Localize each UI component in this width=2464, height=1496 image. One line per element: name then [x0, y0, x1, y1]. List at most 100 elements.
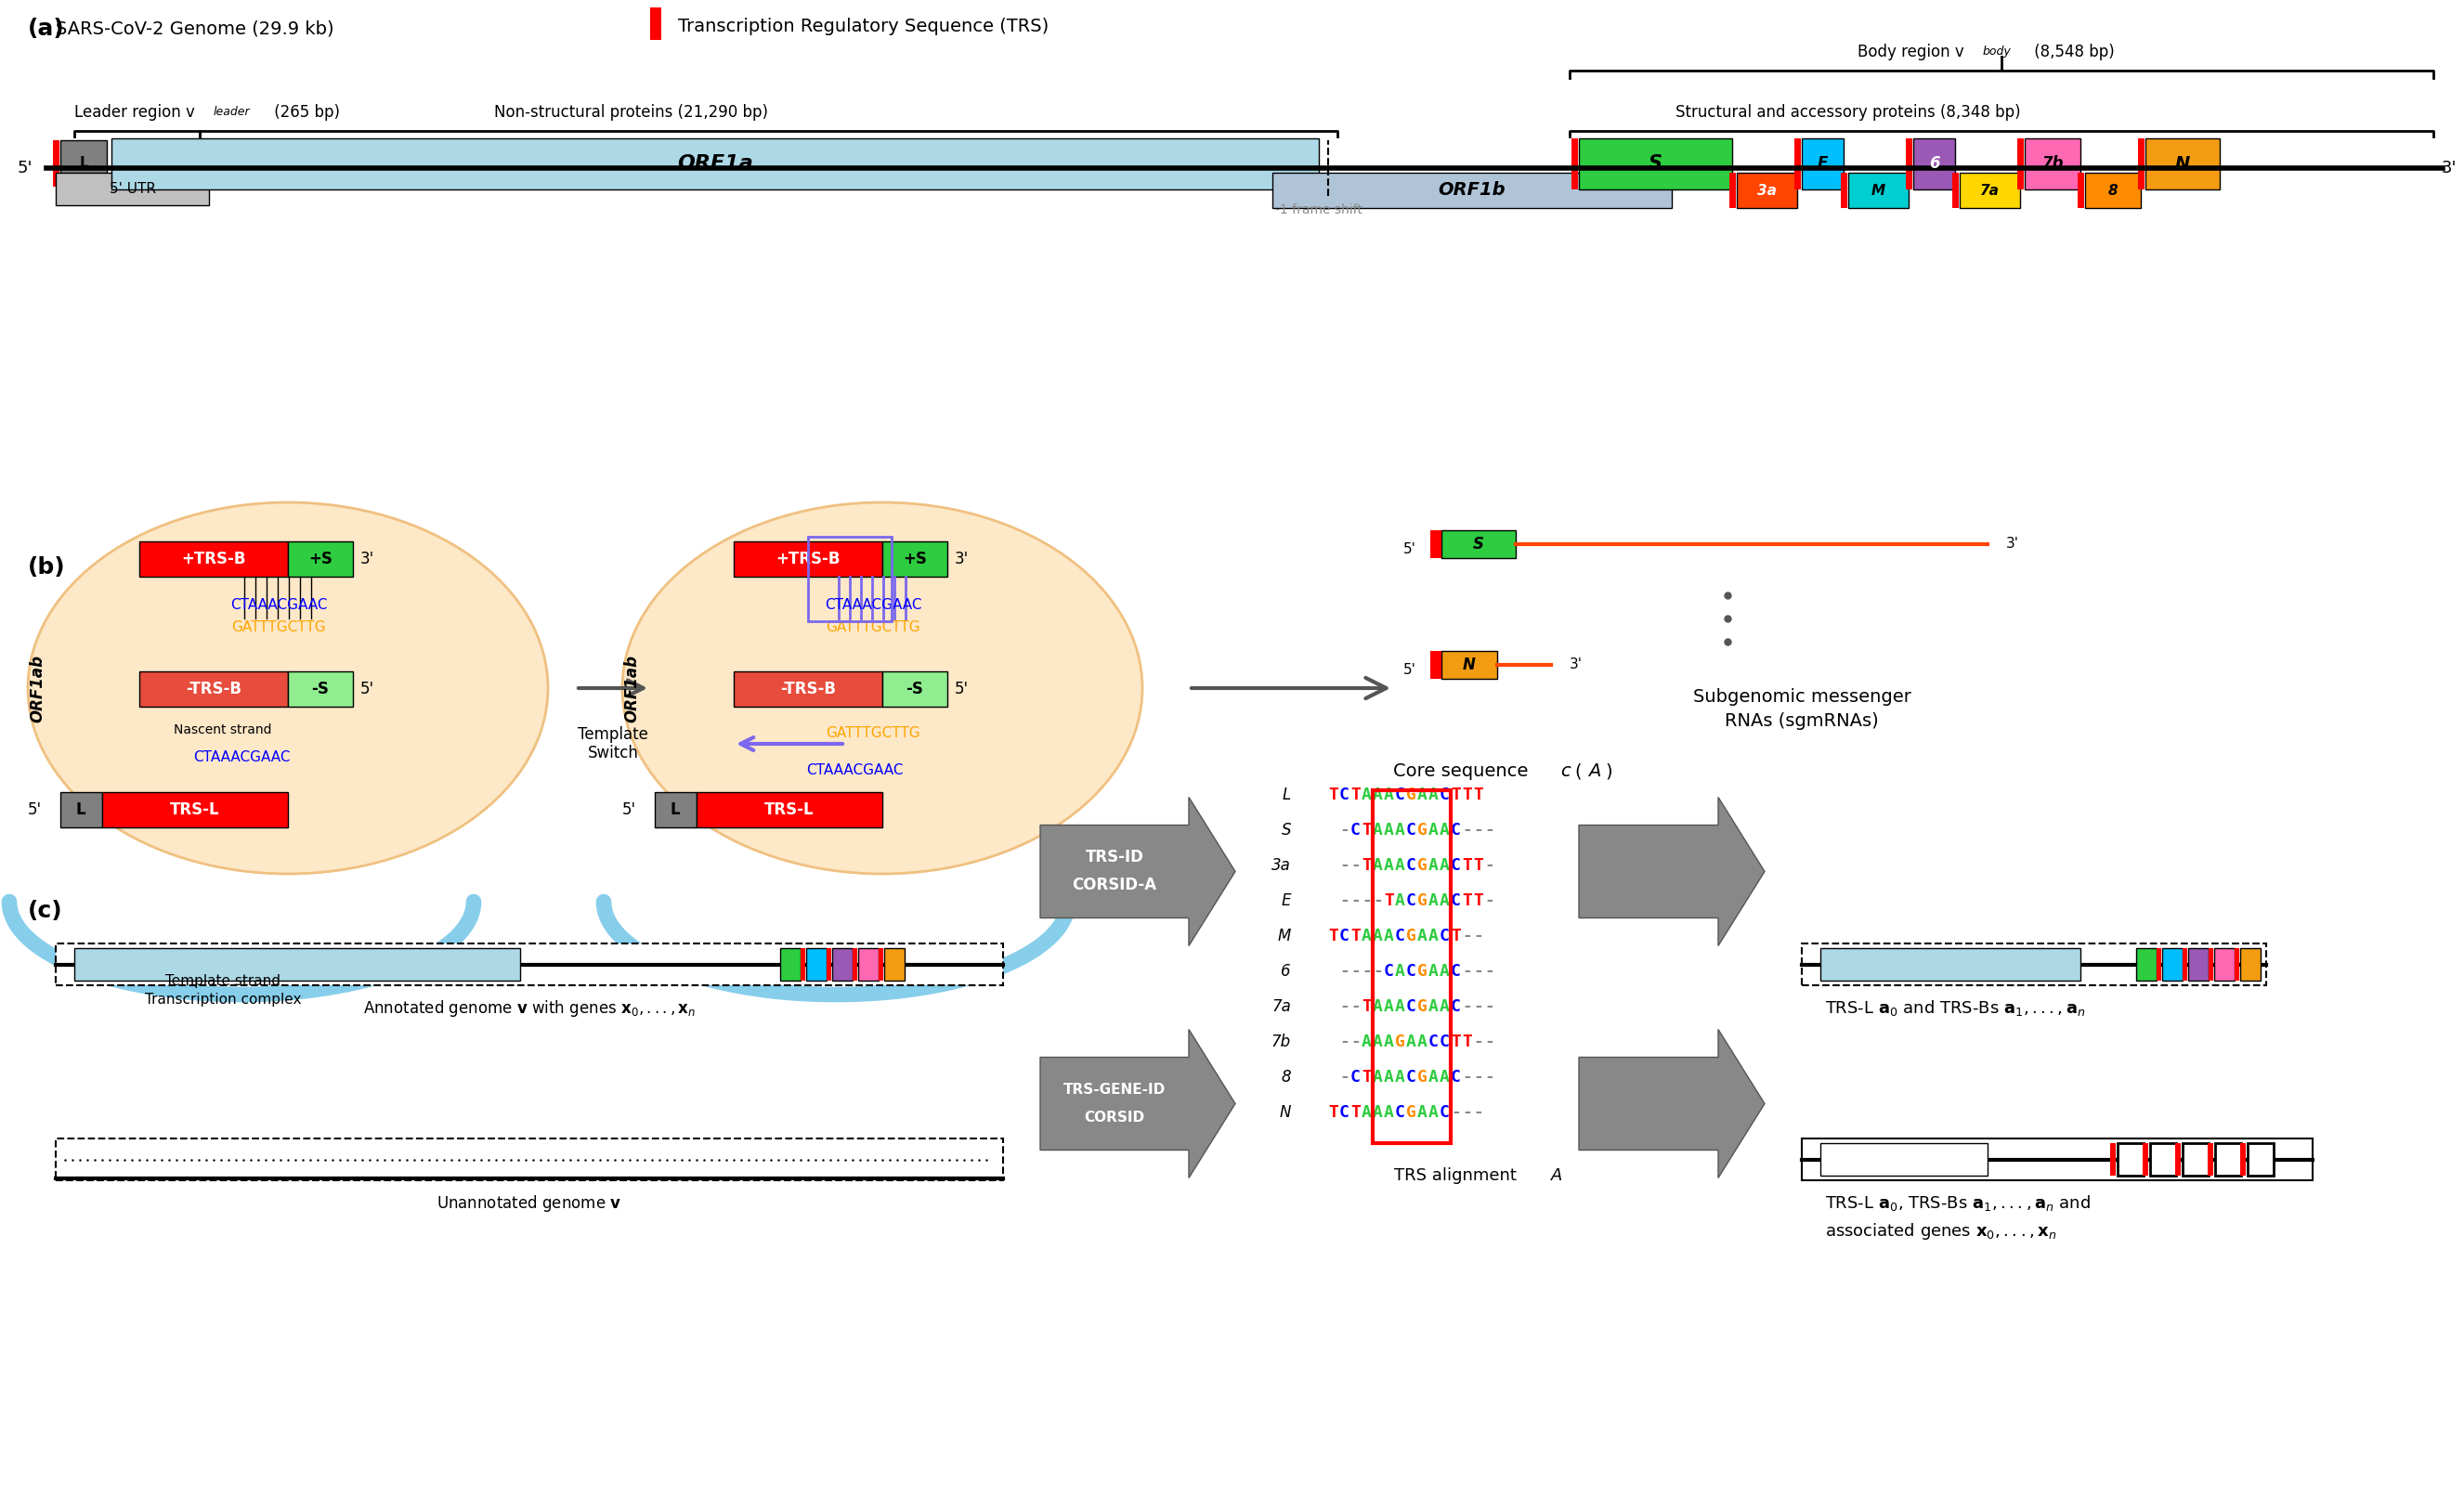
Text: -: - [1473, 821, 1483, 839]
FancyBboxPatch shape [1801, 138, 1843, 188]
Text: G: G [1417, 998, 1427, 1014]
Text: Subgenomic messenger: Subgenomic messenger [1693, 688, 1912, 706]
Text: -: - [1483, 998, 1493, 1014]
Text: (c): (c) [27, 899, 62, 922]
FancyBboxPatch shape [2183, 948, 2188, 980]
Text: C: C [1439, 787, 1449, 803]
Text: -: - [1461, 963, 1471, 980]
Text: G: G [1417, 893, 1427, 910]
FancyBboxPatch shape [101, 791, 288, 827]
FancyBboxPatch shape [1801, 944, 2267, 986]
FancyBboxPatch shape [1579, 138, 1732, 188]
FancyBboxPatch shape [882, 672, 946, 706]
FancyBboxPatch shape [1271, 172, 1671, 208]
FancyBboxPatch shape [650, 7, 660, 40]
Text: TRS-L $\mathbf{a}_0$, TRS-Bs $\mathbf{a}_1,...,\mathbf{a}_n$ and: TRS-L $\mathbf{a}_0$, TRS-Bs $\mathbf{a}… [1826, 1194, 2089, 1213]
Text: A: A [1363, 787, 1372, 803]
Text: T: T [1350, 1104, 1360, 1121]
Text: -TRS-B: -TRS-B [185, 681, 241, 697]
FancyBboxPatch shape [288, 672, 352, 706]
Text: CORSID-A: CORSID-A [1072, 877, 1156, 893]
FancyBboxPatch shape [2208, 948, 2213, 980]
Text: C: C [1451, 1068, 1461, 1086]
FancyBboxPatch shape [52, 141, 59, 187]
FancyBboxPatch shape [140, 542, 288, 576]
Text: A: A [1372, 1034, 1382, 1050]
Text: -TRS-B: -TRS-B [781, 681, 835, 697]
FancyBboxPatch shape [140, 672, 288, 706]
Text: T: T [1451, 928, 1461, 944]
Text: A: A [1372, 821, 1382, 839]
Text: G: G [1407, 787, 1417, 803]
Text: T: T [1451, 1034, 1461, 1050]
Text: T: T [1473, 893, 1483, 910]
Text: Structural and accessory proteins (8,348 bp): Structural and accessory proteins (8,348… [1676, 105, 2020, 121]
FancyBboxPatch shape [825, 948, 830, 980]
Text: A: A [1439, 1068, 1449, 1086]
Text: 6: 6 [1281, 963, 1291, 980]
Text: CTAAACGAAC: CTAAACGAAC [825, 597, 922, 612]
Text: 5' UTR: 5' UTR [108, 183, 155, 196]
Text: Body region v: Body region v [1858, 43, 1964, 60]
Text: -: - [1451, 1104, 1461, 1121]
Text: C: C [1439, 928, 1449, 944]
Text: T: T [1461, 857, 1471, 874]
FancyBboxPatch shape [2136, 948, 2156, 980]
Text: C: C [1395, 787, 1404, 803]
Text: associated genes $\mathbf{x}_0,...,\mathbf{x}_n$: associated genes $\mathbf{x}_0,...,\math… [1826, 1221, 2057, 1242]
Text: A: A [1589, 763, 1602, 781]
Text: A: A [1417, 928, 1427, 944]
Text: (a): (a) [27, 18, 64, 40]
FancyBboxPatch shape [2215, 1143, 2242, 1176]
Text: M: M [1279, 928, 1291, 944]
Text: A: A [1429, 1068, 1439, 1086]
Text: -: - [1340, 998, 1350, 1014]
Text: -: - [1483, 963, 1493, 980]
Text: A: A [1372, 787, 1382, 803]
FancyBboxPatch shape [2240, 1143, 2245, 1176]
Text: (265 bp): (265 bp) [269, 105, 340, 121]
Text: -: - [1461, 928, 1471, 944]
Text: C: C [1451, 893, 1461, 910]
FancyBboxPatch shape [2025, 138, 2080, 188]
Text: C: C [1451, 998, 1461, 1014]
Text: 8: 8 [1281, 1068, 1291, 1086]
FancyBboxPatch shape [2144, 1143, 2149, 1176]
Text: TRS-ID: TRS-ID [1084, 850, 1143, 866]
Text: -: - [1473, 1034, 1483, 1050]
Text: 5': 5' [1404, 542, 1417, 557]
Text: A: A [1385, 821, 1395, 839]
FancyBboxPatch shape [734, 672, 882, 706]
Text: T: T [1363, 857, 1372, 874]
Text: CORSID: CORSID [1084, 1110, 1146, 1125]
Text: T: T [1461, 1034, 1471, 1050]
Text: body: body [1984, 46, 2011, 58]
Text: 3': 3' [954, 551, 968, 567]
Text: 3': 3' [2442, 160, 2457, 177]
Text: 5': 5' [27, 802, 42, 818]
Text: 7a: 7a [1271, 998, 1291, 1014]
Text: C: C [1439, 1104, 1449, 1121]
Text: 3': 3' [1570, 658, 1582, 672]
Text: 3a: 3a [1757, 184, 1777, 197]
Text: T: T [1363, 1068, 1372, 1086]
Text: Template: Template [577, 726, 648, 744]
FancyBboxPatch shape [1905, 138, 1912, 188]
Polygon shape [1579, 1029, 1764, 1177]
Text: A: A [1429, 928, 1439, 944]
FancyBboxPatch shape [1951, 172, 1959, 208]
Text: -: - [1350, 857, 1360, 874]
Text: GATTTGCTTG: GATTTGCTTG [232, 621, 325, 634]
Text: 7b: 7b [1271, 1034, 1291, 1050]
Text: -: - [1363, 963, 1372, 980]
Text: M: M [1870, 184, 1885, 197]
Text: T: T [1328, 1104, 1338, 1121]
Text: T: T [1363, 998, 1372, 1014]
Text: G: G [1395, 1034, 1404, 1050]
Polygon shape [1579, 797, 1764, 945]
Text: G: G [1417, 963, 1427, 980]
Text: -S: -S [310, 681, 330, 697]
Text: T: T [1328, 928, 1338, 944]
Text: N: N [1464, 657, 1476, 673]
FancyBboxPatch shape [880, 948, 882, 980]
